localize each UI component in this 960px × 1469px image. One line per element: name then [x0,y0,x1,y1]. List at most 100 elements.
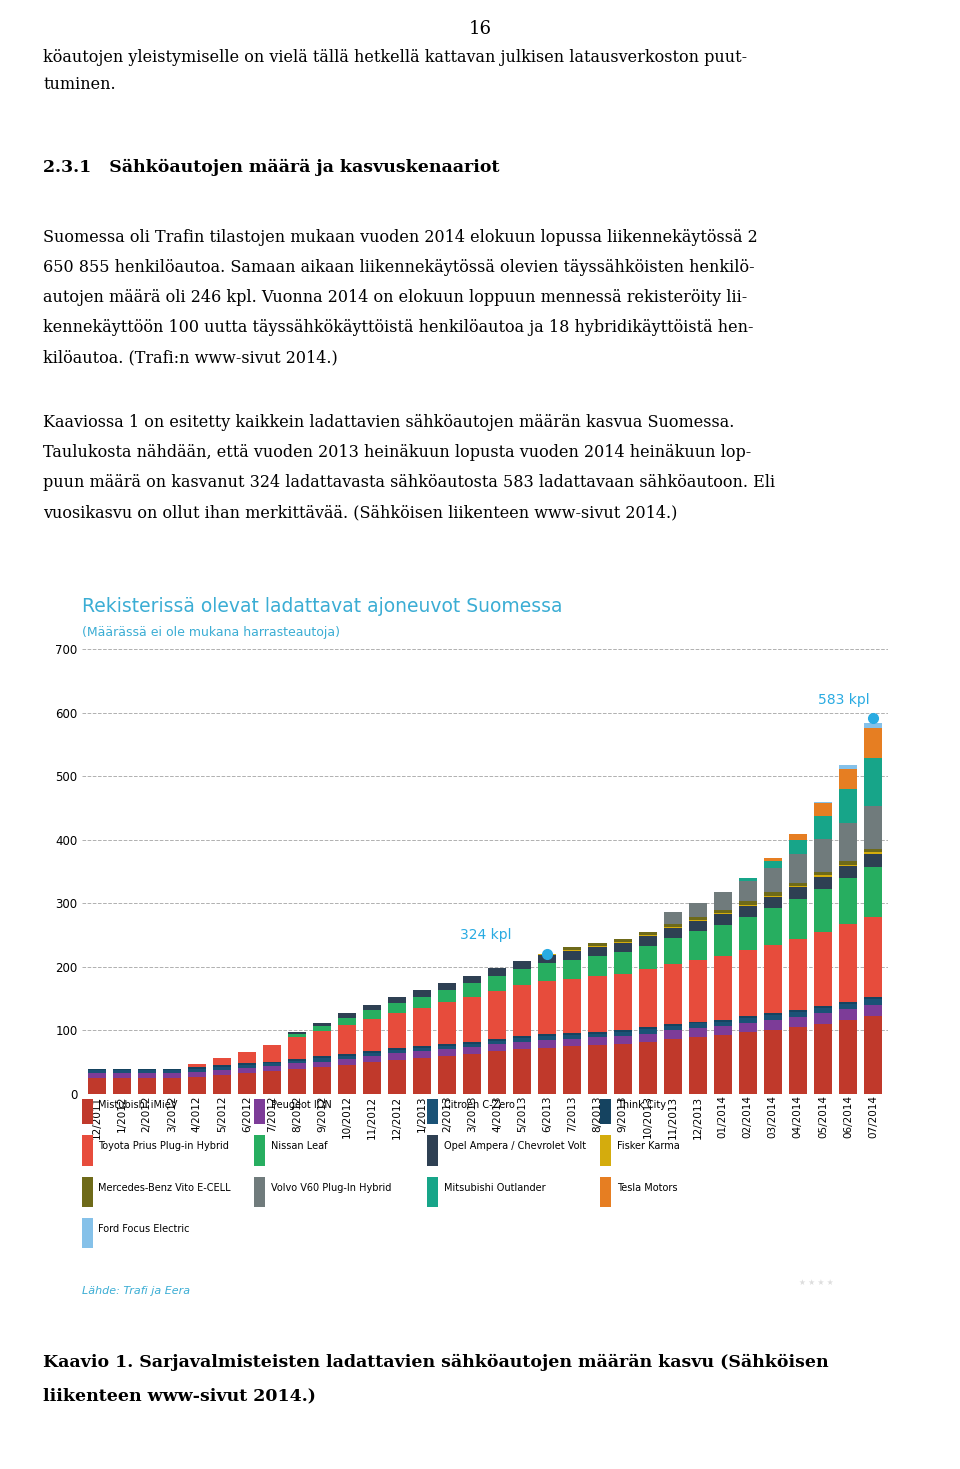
Bar [112,1071,131,1072]
Text: ★ ★ ★ ★: ★ ★ ★ ★ [799,1278,833,1287]
Bar [112,1072,131,1078]
FancyBboxPatch shape [82,1218,93,1249]
Bar [864,849,882,852]
Bar [713,1021,732,1025]
FancyBboxPatch shape [82,1136,93,1165]
Bar [839,765,857,768]
Bar [388,997,406,1003]
FancyBboxPatch shape [82,1177,93,1208]
Bar [839,865,857,878]
Bar [263,1062,281,1064]
Text: Suomessa oli Trafin tilastojen mukaan vuoden 2014 elokuun lopussa liikennekäytös: Suomessa oli Trafin tilastojen mukaan vu… [43,229,758,245]
Bar [688,1028,707,1037]
Bar [739,917,756,950]
Bar [188,1072,205,1077]
Bar [688,902,707,917]
Bar [713,914,732,925]
Bar [864,997,882,999]
Bar [137,1071,156,1072]
Bar [313,1056,331,1058]
Bar [864,723,882,727]
Bar [864,727,882,758]
Text: liikenteen www-sivut 2014.): liikenteen www-sivut 2014.) [43,1387,316,1404]
Bar [363,1056,381,1062]
Bar [764,908,781,945]
Bar [688,917,707,920]
Bar [814,1024,832,1094]
Bar [764,893,781,896]
Bar [839,1002,857,1003]
Bar [789,883,806,886]
Bar [413,1008,431,1046]
Bar [363,1062,381,1094]
Bar [588,1034,607,1037]
Bar [688,1024,707,1028]
Bar [539,1040,557,1047]
Bar [188,1068,205,1069]
Bar [137,1072,156,1078]
Bar [713,909,732,912]
Bar [464,1044,481,1047]
Bar [764,858,781,861]
Bar [839,789,857,823]
Bar [238,1064,256,1065]
Bar [588,956,607,977]
FancyBboxPatch shape [82,1094,93,1124]
Bar [514,1049,532,1094]
Bar [564,978,582,1033]
Bar [213,1069,230,1075]
FancyBboxPatch shape [427,1094,439,1124]
Text: Mercedes-Benz Vito E-CELL: Mercedes-Benz Vito E-CELL [98,1183,230,1193]
Bar [489,975,506,992]
Text: liikenne: liikenne [793,1257,839,1268]
Bar [613,1033,632,1036]
Bar [514,1036,532,1039]
Bar [638,946,657,970]
Text: Tesla Motors: Tesla Motors [616,1183,677,1193]
Bar [363,1053,381,1056]
Bar [413,1049,431,1052]
Bar [613,952,632,974]
Bar [263,1071,281,1094]
Bar [338,1018,356,1025]
Bar [564,1046,582,1094]
Bar [413,1058,431,1094]
Text: Volvo V60 Plug-In Hybrid: Volvo V60 Plug-In Hybrid [271,1183,392,1193]
Bar [313,1068,331,1094]
Text: Rekisterissä olevat ladattavat ajoneuvot Suomessa: Rekisterissä olevat ladattavat ajoneuvot… [82,596,563,616]
Bar [438,1046,456,1049]
Bar [713,1019,732,1021]
Text: Mistubishi iMieV: Mistubishi iMieV [98,1100,178,1111]
FancyBboxPatch shape [254,1094,266,1124]
Text: sähköinen: sähköinen [786,1237,847,1247]
Text: Toyota Prius Plug-in Hybrid: Toyota Prius Plug-in Hybrid [98,1141,229,1152]
Bar [713,956,732,1019]
Bar [764,868,781,893]
Bar [213,1065,230,1068]
Bar [613,974,632,1030]
Bar [764,945,781,1014]
Bar [638,970,657,1027]
Bar [638,931,657,936]
Bar [638,936,657,946]
Bar [489,968,506,975]
Bar [388,1050,406,1053]
Bar [739,881,756,902]
Bar [814,804,832,817]
Bar [814,873,832,876]
Bar [338,1056,356,1059]
FancyBboxPatch shape [427,1177,439,1208]
Bar [564,1034,582,1039]
Bar [663,912,682,924]
Bar [388,1059,406,1094]
FancyBboxPatch shape [600,1177,612,1208]
Bar [713,893,732,909]
Bar [613,943,632,952]
Bar [663,964,682,1024]
Bar [87,1078,106,1094]
Bar [713,1025,732,1034]
Bar [789,899,806,939]
Bar [739,1017,756,1018]
Bar [288,1034,306,1037]
Text: Nissan Leaf: Nissan Leaf [271,1141,327,1152]
